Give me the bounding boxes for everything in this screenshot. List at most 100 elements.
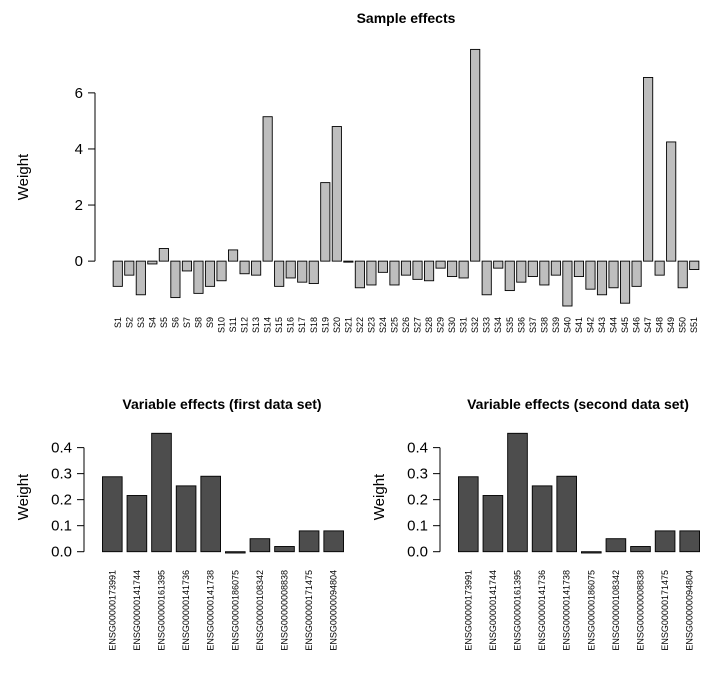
bars [458, 432, 700, 554]
bar-S21 [343, 260, 354, 263]
x-tick-label: S37 [528, 317, 538, 333]
bars [112, 48, 700, 307]
bar-S50 [677, 260, 688, 289]
y-axis-label: Weight [15, 153, 32, 200]
x-tick-label: S21 [343, 317, 353, 333]
bars [102, 432, 344, 554]
bar-ENSG00000171475 [654, 530, 676, 553]
x-tick-label: S2 [124, 317, 134, 328]
bar-S28 [423, 260, 435, 282]
bar-ENSG00000173991 [458, 476, 479, 553]
bar-S9 [204, 260, 216, 287]
x-tick-label: ENSG00000173991 [463, 570, 473, 651]
bar-ENSG00000108342 [249, 538, 271, 553]
x-tick-label: ENSG00000141744 [488, 570, 498, 651]
y-tick-label: 0.3 [407, 466, 428, 483]
x-tick-label: S6 [170, 317, 180, 328]
x-tick-label: S13 [251, 317, 261, 333]
bar-ENSG00000108342 [605, 538, 627, 553]
y-tick-label: 0.0 [407, 544, 428, 561]
bar-ENSG00000161395 [151, 432, 172, 553]
x-tick-label: S33 [482, 317, 492, 333]
bar-S38 [539, 260, 550, 286]
x-tick-label: ENSG00000008838 [280, 570, 290, 651]
bar-S34 [493, 260, 504, 269]
x-tick-label: ENSG00000171475 [660, 570, 670, 651]
y-tick-label: 0.0 [51, 544, 72, 561]
bar-ENSG00000008838 [274, 546, 295, 553]
x-tick-label: S28 [424, 317, 434, 333]
bar-S3 [135, 260, 146, 296]
y-tick-label: 4 [75, 141, 83, 158]
bar-ENSG00000141736 [531, 485, 553, 553]
x-tick-label: S50 [678, 317, 688, 333]
bar-S39 [550, 260, 561, 276]
bar-S10 [216, 260, 227, 282]
bar-S32 [470, 48, 481, 262]
x-tick-label: S18 [309, 317, 319, 333]
x-tick-label: S27 [413, 317, 423, 333]
y-tick-label: 2 [75, 197, 83, 214]
x-tick-label: S20 [332, 317, 342, 333]
x-tick-label: S30 [447, 317, 457, 333]
bar-S48 [654, 260, 665, 276]
bar-S44 [608, 260, 619, 289]
bar-S15 [274, 260, 285, 287]
x-tick-label: S34 [493, 317, 503, 333]
x-tick-label: S36 [516, 317, 526, 333]
bar-S7 [181, 260, 193, 272]
bar-ENSG00000186075 [581, 551, 602, 554]
x-tick-labels: ENSG00000173991 ENSG00000141744 ENSG000001… [107, 570, 338, 651]
bar-S42 [585, 260, 596, 290]
y-axis: 0.0 0.1 0.2 0.3 0.4 [51, 440, 85, 561]
bar-S31 [458, 260, 469, 279]
x-tick-label: S3 [136, 317, 146, 328]
bar-S14 [262, 116, 273, 262]
bar-ENSG00000141744 [126, 495, 148, 553]
x-tick-labels: ENSG00000173991 ENSG00000141744 ENSG000001… [463, 570, 694, 651]
bar-S29 [435, 260, 446, 269]
bar-S4 [147, 260, 158, 265]
y-axis-label: Weight [15, 473, 32, 520]
x-tick-label: ENSG00000171475 [304, 570, 314, 651]
x-tick-label: S16 [286, 317, 296, 333]
x-tick-label: S5 [159, 317, 169, 328]
bar-S2 [124, 260, 135, 276]
y-tick-label: 0.3 [51, 466, 72, 483]
x-tick-label: ENSG00000173991 [107, 570, 117, 651]
bar-S20 [331, 126, 342, 262]
bar-ENSG00000141736 [175, 485, 197, 553]
x-tick-label: ENSG00000186075 [586, 570, 596, 651]
bar-S23 [366, 260, 377, 286]
x-tick-labels: S1 S2 S3 S4 S5 S6 S7 S8 S9 S10 S11 S12 S13 S14 S15 S16 S… [113, 317, 699, 333]
x-tick-label: S41 [574, 317, 584, 333]
bar-S36 [516, 260, 527, 283]
bar-S11 [227, 249, 239, 262]
y-tick-label: 0.2 [407, 492, 428, 509]
x-tick-label: S25 [389, 317, 399, 333]
bar-S12 [239, 260, 250, 275]
y-tick-label: 0.2 [51, 492, 72, 509]
bar-S47 [643, 76, 654, 262]
bar-S24 [377, 260, 389, 273]
y-tick-label: 0.4 [407, 440, 428, 457]
x-tick-label: S17 [297, 317, 307, 333]
x-tick-label: ENSG00000108342 [611, 570, 621, 651]
x-tick-label: ENSG00000161395 [513, 570, 523, 651]
bar-S5 [158, 248, 169, 262]
x-tick-label: S38 [539, 317, 549, 333]
chart-title: Sample effects [357, 10, 456, 26]
bar-ENSG00000008838 [630, 546, 651, 553]
x-tick-label: S32 [470, 317, 480, 333]
y-tick-label: 0.1 [51, 518, 72, 535]
x-tick-label: ENSG00000141744 [132, 570, 142, 651]
chart-title: Variable effects (second data set) [467, 396, 689, 412]
x-tick-label: S46 [632, 317, 642, 333]
x-tick-label: S19 [320, 317, 330, 333]
bar-S22 [354, 260, 365, 289]
x-tick-label: S11 [228, 317, 238, 332]
bar-S6 [170, 260, 181, 299]
x-tick-label: ENSG00000186075 [230, 570, 240, 651]
x-tick-label: S23 [366, 317, 376, 333]
